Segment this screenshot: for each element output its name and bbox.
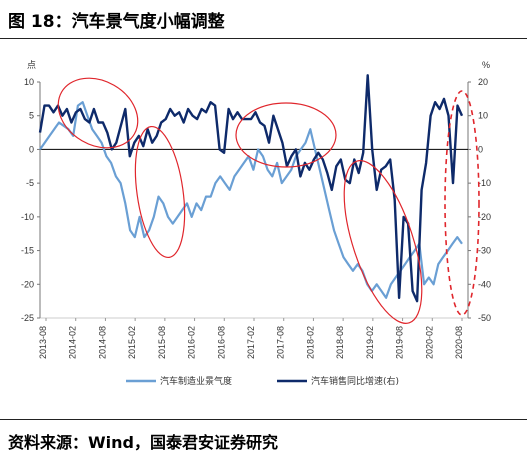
- left-tick-label: -20: [21, 279, 34, 289]
- right-tick-label: 10: [478, 111, 488, 121]
- source-note: 资料来源：Wind，国泰君安证券研究: [8, 433, 278, 452]
- series-line-manufacturing: [39, 101, 463, 299]
- x-tick-label: 2018-08: [335, 326, 345, 359]
- x-tick-label: 2015-02: [127, 326, 137, 359]
- x-tick-label: 2014-02: [68, 326, 78, 359]
- x-tick-label: 2019-02: [365, 326, 375, 359]
- legend-label-manufacturing: 汽车制造业景气度: [160, 375, 232, 387]
- x-tick-label: 2020-08: [454, 326, 464, 359]
- right-tick-label: -40: [478, 279, 491, 289]
- figure-title: 图 18：汽车景气度小幅调整: [8, 12, 225, 32]
- right-tick-label: -20: [478, 212, 491, 222]
- right-axis-unit: %: [482, 60, 490, 70]
- x-tick-label: 2016-08: [216, 326, 226, 359]
- left-tick-label: -25: [21, 313, 34, 323]
- title-bar: 图 18：汽车景气度小幅调整: [0, 0, 527, 39]
- legend-label-sales-growth: 汽车销售同比增速(右): [311, 375, 399, 387]
- footer: 资料来源：Wind，国泰君安证券研究: [0, 419, 527, 462]
- left-tick-label: -15: [21, 246, 34, 256]
- x-tick-label: 2017-02: [246, 326, 256, 359]
- left-tick-label: 10: [24, 77, 34, 87]
- left-tick-label: 0: [29, 144, 34, 154]
- annotation-ellipse-1: [57, 77, 139, 149]
- right-tick-label: 0: [478, 144, 483, 154]
- right-tick-label: -10: [478, 178, 491, 188]
- annotation-ellipse-3: [235, 102, 337, 168]
- annotation-ellipse-2: [134, 125, 186, 259]
- left-tick-label: -5: [26, 178, 34, 188]
- chart: 点 % 10 5 0 -5 -10 -15 -20 -25 20 10 0 -10 -20 -30 -40 -50…: [21, 60, 491, 387]
- left-axis-unit: 点: [27, 60, 36, 70]
- left-tick-label: 5: [29, 111, 34, 121]
- x-tick-label: 2014-08: [97, 326, 107, 359]
- x-tick-label: 2020-02: [424, 326, 434, 359]
- series-line-sales-growth: [38, 74, 464, 303]
- right-tick-label: -50: [478, 313, 491, 323]
- right-tick-label: 20: [478, 77, 488, 87]
- annotation-ellipse-5: [444, 90, 480, 316]
- x-tick-label: 2019-08: [395, 326, 405, 359]
- x-tick-label: 2015-08: [157, 326, 167, 359]
- left-tick-label: -10: [21, 212, 34, 222]
- x-tick-label: 2017-08: [276, 326, 286, 359]
- annotation-ellipse-4: [343, 160, 423, 324]
- x-tick-label: 2013-08: [38, 326, 48, 359]
- x-tick-label: 2016-02: [187, 326, 197, 359]
- x-tick-label: 2018-02: [305, 326, 315, 359]
- right-tick-label: -30: [478, 246, 491, 256]
